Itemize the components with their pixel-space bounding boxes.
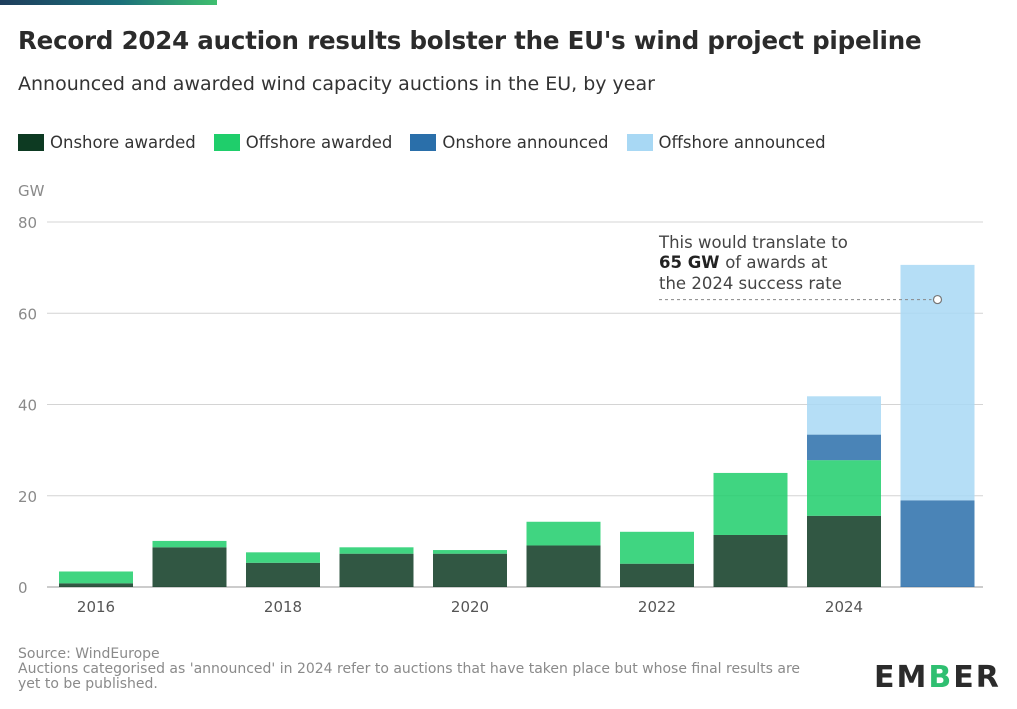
legend-item-onshore-awarded: Onshore awarded [18, 133, 196, 152]
y-unit-label: GW [18, 182, 45, 200]
bar-segment [59, 571, 133, 584]
bar-segment [620, 531, 694, 564]
bar-segment [339, 553, 414, 587]
legend-label: Offshore awarded [245, 133, 393, 152]
x-tick-label: 2016 [77, 598, 115, 616]
legend-item-offshore-announced: Offshore announced [626, 133, 826, 152]
legend-item-onshore-announced: Onshore announced [410, 133, 609, 152]
legend-label: Onshore awarded [50, 133, 196, 152]
bar-segment [152, 547, 227, 587]
x-tick-label: 2020 [451, 598, 489, 616]
bar-segment [807, 396, 881, 435]
bar-segment [152, 540, 227, 548]
x-tick-label: 2018 [264, 598, 302, 616]
legend-label: Onshore announced [442, 133, 609, 152]
y-tick-label: 20 [18, 488, 37, 506]
y-tick-label: 40 [18, 397, 37, 415]
bar-segment [526, 545, 601, 587]
y-tick-label: 60 [18, 305, 37, 323]
y-tick-label: 0 [18, 579, 28, 597]
bar-segment [807, 515, 881, 587]
bar-segment [433, 553, 507, 587]
x-tick-label: 2024 [825, 598, 863, 616]
legend-swatch [213, 134, 240, 151]
annotation-line-2: 65 GW of awards at [659, 253, 828, 272]
legend: Onshore awarded Offshore awarded Onshore… [18, 133, 844, 152]
bar-segment [246, 552, 320, 563]
legend-label: Offshore announced [658, 133, 826, 152]
stacked-bar-chart: GW 0 20 40 60 80 2016 2018 2020 2022 2024 This woul… [18, 182, 983, 616]
bar-segment [713, 534, 788, 587]
bar-segment [807, 460, 881, 516]
bar-segment [807, 434, 881, 461]
legend-item-offshore-awarded: Offshore awarded [213, 133, 393, 152]
bar-segment [620, 563, 694, 587]
annotation-marker [932, 294, 943, 305]
bar-segment [713, 472, 788, 535]
top-accent-bar [0, 0, 217, 5]
ember-logo: EMBER [874, 660, 1001, 695]
legend-swatch [626, 134, 653, 151]
legend-swatch [18, 134, 44, 151]
legend-swatch [410, 134, 437, 151]
annotation-line-1: This would translate to [658, 233, 848, 252]
chart-subtitle: Announced and awarded wind capacity auct… [18, 73, 655, 95]
bar-segment [526, 521, 601, 546]
bar-segment [59, 583, 133, 587]
bar-segment [433, 550, 507, 554]
bar-segment [246, 562, 320, 587]
bar-segment [900, 500, 975, 587]
footnote: Auctions categorised as 'announced' in 2… [18, 661, 801, 692]
x-tick-label: 2022 [638, 598, 676, 616]
source-note: Source: WindEurope [18, 646, 160, 662]
y-tick-label: 80 [18, 214, 37, 232]
chart-title: Record 2024 auction results bolster the … [18, 26, 922, 55]
bar-segment [339, 547, 414, 554]
annotation-line-3: the 2024 success rate [659, 274, 842, 293]
